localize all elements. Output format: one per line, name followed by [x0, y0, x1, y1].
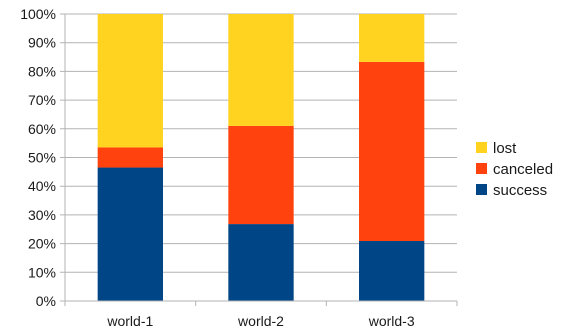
y-tick-label: 60%: [28, 121, 56, 137]
y-tick-label: 0%: [36, 293, 56, 309]
bar-segment-lost-world-3: [359, 14, 425, 62]
x-tick-label: world-3: [368, 313, 415, 329]
axes: 0% 10% 20% 30% 40% 50% 60% 70% 80% 90% 100% world-1…: [20, 6, 458, 329]
legend-swatch-canceled: [476, 163, 487, 174]
y-tick-label: 70%: [28, 92, 56, 108]
legend: lost canceled success: [476, 140, 553, 199]
bar-segment-lost-world-2: [228, 14, 294, 126]
legend-swatch-lost: [476, 142, 487, 153]
bar-segment-canceled-world-2: [228, 125, 294, 225]
y-tick-label: 100%: [20, 6, 56, 22]
bar-segment-canceled-world-1: [97, 147, 163, 168]
y-tick-label: 80%: [28, 63, 56, 79]
y-tick-label: 30%: [28, 207, 56, 223]
bar-segment-success-world-1: [97, 167, 163, 301]
legend-label-lost: lost: [493, 140, 517, 157]
bar-segment-lost-world-1: [97, 14, 163, 148]
bar-segment-canceled-world-3: [359, 61, 425, 242]
x-tick-label: world-1: [106, 313, 153, 329]
y-tick-label: 20%: [28, 236, 56, 252]
legend-label-success: success: [493, 182, 547, 199]
legend-swatch-success: [476, 184, 487, 195]
bar-segment-success-world-3: [359, 241, 425, 301]
y-tick-label: 90%: [28, 35, 56, 51]
legend-label-canceled: canceled: [493, 161, 553, 178]
y-tick-label: 50%: [28, 150, 56, 166]
bars: [97, 14, 425, 301]
y-tick-label: 10%: [28, 264, 56, 280]
y-tick-label: 40%: [28, 178, 56, 194]
bar-segment-success-world-2: [228, 224, 294, 301]
x-tick-label: world-2: [237, 313, 284, 329]
